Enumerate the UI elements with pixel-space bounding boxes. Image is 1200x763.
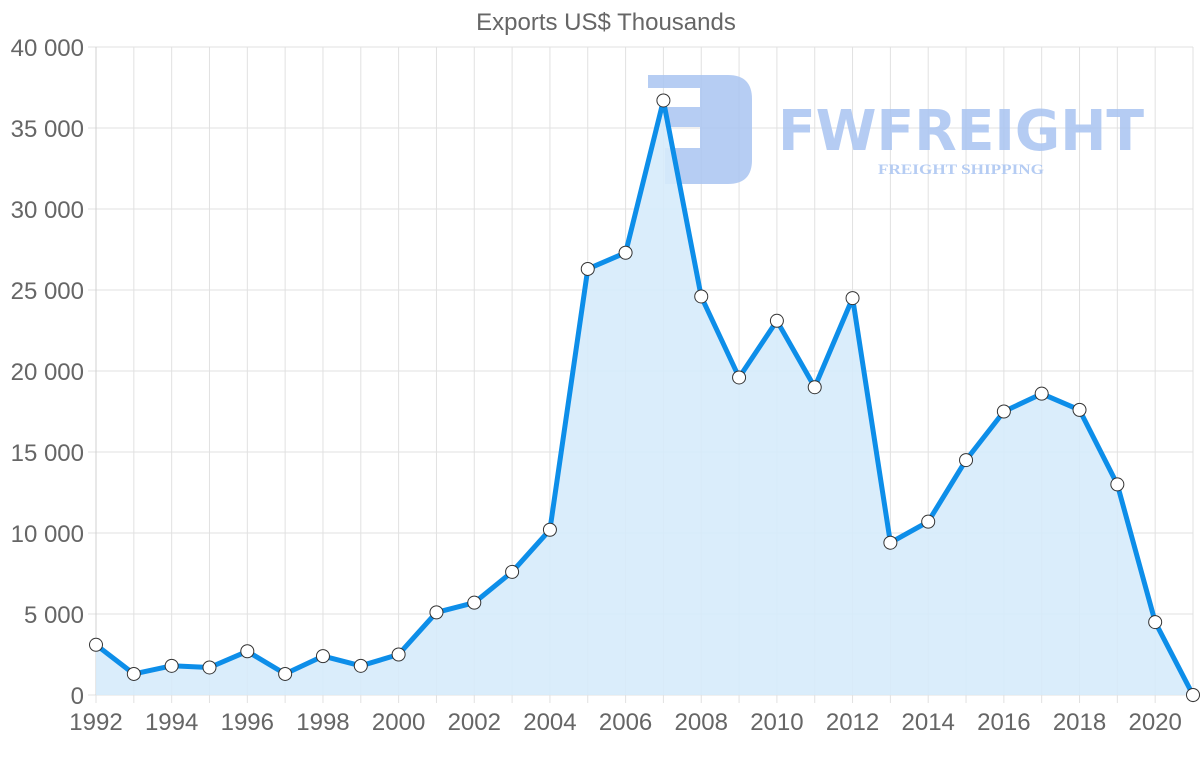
data-point[interactable] [959, 453, 974, 468]
x-tick-label: 2014 [902, 709, 955, 736]
data-point[interactable] [1034, 386, 1049, 401]
y-tick-label: 35 000 [11, 116, 84, 143]
data-point[interactable] [656, 93, 671, 108]
y-tick-label: 0 [71, 683, 84, 710]
x-tick-label: 2016 [977, 709, 1030, 736]
y-tick-label: 25 000 [11, 278, 84, 305]
data-point[interactable] [391, 647, 406, 662]
x-tick-label: 2002 [448, 709, 501, 736]
data-point[interactable] [807, 380, 822, 395]
data-point[interactable] [126, 666, 141, 681]
data-point[interactable] [921, 514, 936, 529]
data-point[interactable] [202, 660, 217, 675]
data-point[interactable] [240, 644, 255, 659]
y-tick-label: 15 000 [11, 440, 84, 467]
data-point[interactable] [353, 658, 368, 673]
data-point[interactable] [278, 666, 293, 681]
brand-watermark: FWFREIGHT FREIGHT SHIPPING [648, 75, 1144, 184]
data-point[interactable] [429, 605, 444, 620]
data-point[interactable] [1186, 688, 1200, 702]
x-tick-label: 2006 [599, 709, 652, 736]
data-points [89, 93, 1200, 702]
data-point[interactable] [1110, 477, 1125, 492]
x-tick-label: 1998 [296, 709, 349, 736]
y-tick-label: 30 000 [11, 197, 84, 224]
x-axis-ticks: 1992 1994 1996 1998 2000 2002 2004 2006 2008 2010… [69, 709, 1182, 736]
x-tick-label: 2012 [826, 709, 879, 736]
data-point[interactable] [694, 289, 709, 304]
y-tick-label: 10 000 [11, 521, 84, 548]
area-fill [96, 100, 1193, 695]
data-point[interactable] [996, 404, 1011, 419]
data-point[interactable] [1072, 402, 1087, 417]
y-axis-ticks: 0 5 000 10 000 15 000 20 000 25 000 30 000 35 0… [11, 35, 84, 710]
x-tick-label: 2020 [1128, 709, 1181, 736]
data-point[interactable] [505, 564, 520, 579]
data-point[interactable] [89, 637, 103, 652]
x-tick-label: 2008 [675, 709, 728, 736]
chart-title: Exports US$ Thousands [476, 9, 736, 36]
x-tick-label: 2004 [523, 709, 576, 736]
y-tick-label: 20 000 [11, 359, 84, 386]
y-tick-label: 5 000 [24, 602, 84, 629]
data-point[interactable] [580, 261, 595, 276]
data-point[interactable] [164, 658, 179, 673]
data-point[interactable] [883, 535, 898, 550]
data-point[interactable] [467, 595, 482, 610]
data-point[interactable] [732, 370, 747, 385]
data-point[interactable] [315, 649, 330, 664]
x-tick-label: 2018 [1053, 709, 1106, 736]
data-point[interactable] [542, 522, 557, 537]
data-point[interactable] [618, 245, 633, 260]
brand-name: FWFREIGHT [778, 99, 1144, 164]
data-point[interactable] [769, 313, 784, 328]
x-tick-label: 2000 [372, 709, 425, 736]
data-point[interactable] [845, 291, 860, 306]
y-tick-label: 40 000 [11, 35, 84, 62]
x-tick-label: 2010 [750, 709, 803, 736]
x-tick-label: 1996 [221, 709, 274, 736]
data-point[interactable] [1148, 615, 1163, 630]
x-tick-label: 1994 [145, 709, 198, 736]
x-tick-label: 1992 [69, 709, 122, 736]
brand-tagline: FREIGHT SHIPPING [878, 162, 1044, 178]
